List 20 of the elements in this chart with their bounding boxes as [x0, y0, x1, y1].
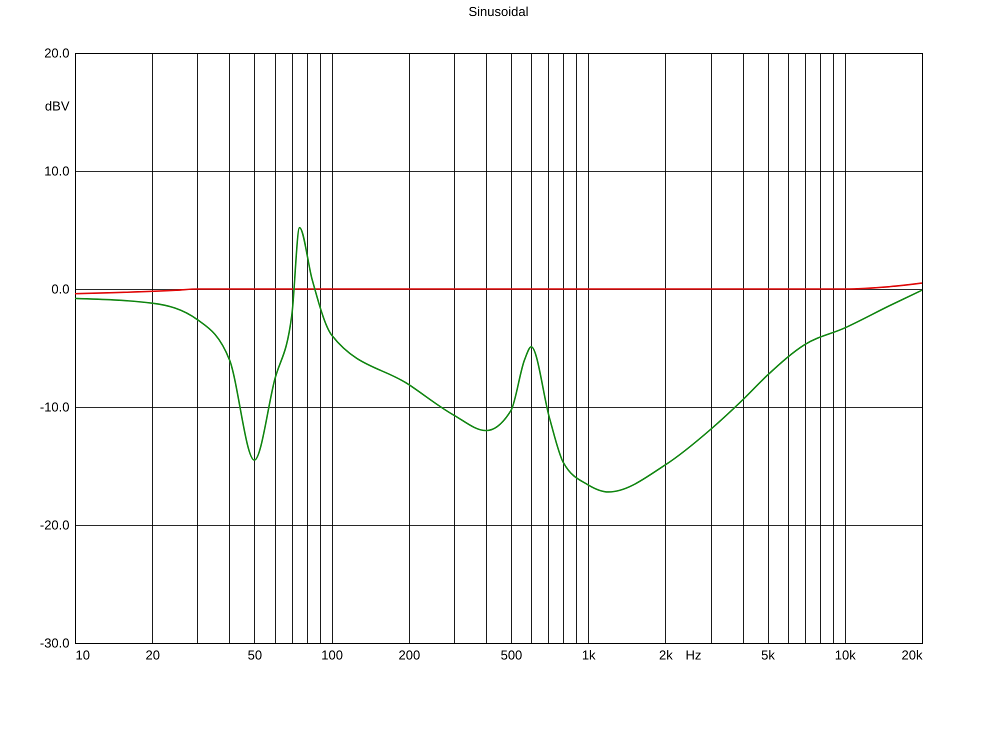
y-tick-label: 10.0 [44, 164, 70, 178]
x-tick-label: 100 [321, 648, 343, 662]
y-axis-title: dBV [44, 98, 70, 114]
x-tick-label: 20 [146, 648, 160, 662]
chart-title: Sinusoidal [468, 4, 529, 19]
x-tick-label: 5k [761, 648, 776, 662]
x-tick-label: 200 [398, 648, 420, 662]
x-tick-label: 10 [76, 648, 90, 662]
y-tick-label: -30.0 [40, 636, 70, 650]
x-tick-label: 10k [834, 648, 856, 662]
y-tick-label: 20.0 [44, 46, 70, 60]
x-tick-label: 20k [902, 648, 923, 662]
x-tick-label: 50 [248, 648, 262, 662]
x-tick-label: 500 [500, 648, 522, 662]
y-tick-label: 0.0 [51, 282, 70, 296]
y-tick-label: -20.0 [40, 518, 70, 532]
x-tick-label: 2k [659, 648, 674, 662]
x-tick-label: 1k [582, 648, 596, 662]
x-axis-title: Hz [686, 648, 702, 662]
y-tick-label: -10.0 [40, 400, 70, 414]
